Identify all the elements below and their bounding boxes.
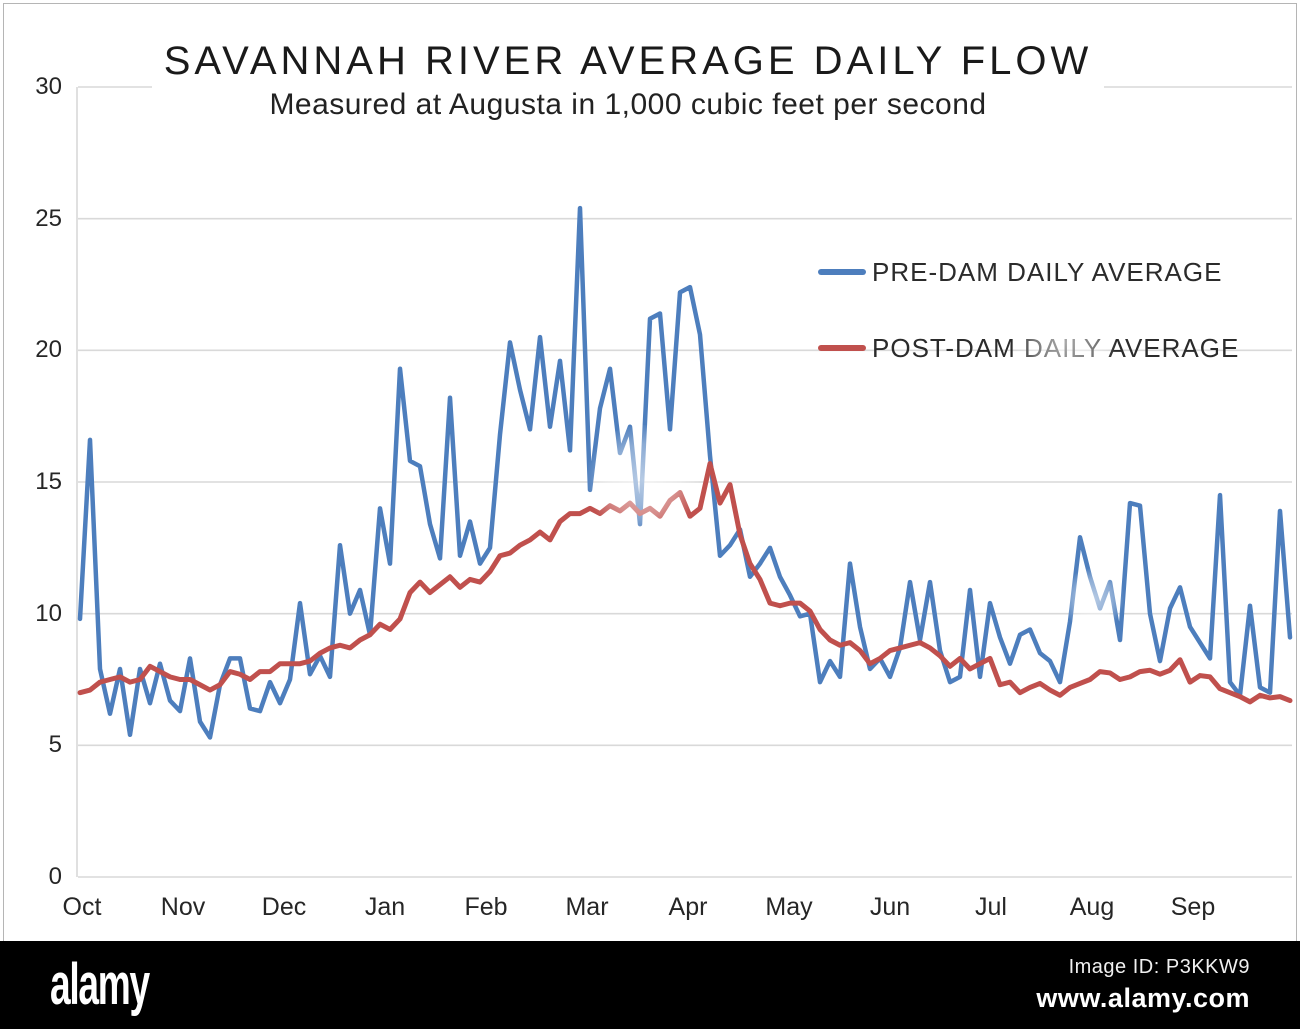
pre-dam-label: PRE-DAM DAILY AVERAGE: [872, 256, 1223, 287]
chart-subtitle: Measured at Augusta in 1,000 cubic feet …: [269, 88, 987, 121]
pre-dam-line-swatch: [818, 269, 866, 275]
legend: PRE-DAM DAILY AVERAGE POST-DAM DAILY AVE…: [818, 250, 1239, 402]
legend-item-post-dam: POST-DAM DAILY AVERAGE: [818, 326, 1239, 370]
post-dam-label: POST-DAM DAILY AVERAGE: [872, 332, 1240, 363]
y-tick-label: 15: [35, 468, 62, 495]
alamy-logo: alamy: [50, 952, 150, 1017]
chart-title-block: SAVANNAH RIVER AVERAGE DAILY FLOW Measur…: [152, 34, 1104, 130]
y-tick-label: 0: [48, 863, 62, 890]
x-tick-label: Mar: [565, 893, 609, 921]
x-tick-label: Sep: [1170, 893, 1216, 921]
x-tick-label: Nov: [160, 893, 206, 921]
chart-title: SAVANNAH RIVER AVERAGE DAILY FLOW: [163, 39, 1093, 83]
y-tick-label: 20: [35, 336, 62, 364]
x-tick-label: Jun: [869, 893, 911, 921]
x-tick-label: Aug: [1069, 893, 1115, 921]
legend-item-pre-dam: PRE-DAM DAILY AVERAGE: [818, 250, 1239, 294]
x-tick-label: Oct: [62, 893, 102, 921]
x-tick-label: Jul: [975, 893, 1007, 921]
y-tick-label: 30: [35, 73, 62, 100]
y-tick-label: 10: [35, 599, 62, 627]
alamy-url-text: www.alamy.com: [1036, 983, 1250, 1013]
y-tick-label: 25: [35, 204, 62, 232]
x-tick-label: Dec: [261, 893, 307, 921]
watermark-bar: alamy Image ID: P3KKW9 www.alamy.com: [0, 941, 1300, 1029]
x-tick-label: Apr: [668, 893, 708, 921]
x-tick-label: Jan: [364, 893, 406, 921]
x-tick-label: Feb: [464, 893, 508, 921]
x-tick-label: May: [765, 893, 813, 921]
y-tick-label: 5: [48, 731, 62, 759]
image-id-text: Image ID: P3KKW9: [1068, 956, 1250, 978]
line-chart: [76, 86, 1293, 878]
post-dam-line-swatch: [818, 345, 866, 351]
watermark-info: Image ID: P3KKW9 www.alamy.com: [1036, 956, 1250, 1014]
